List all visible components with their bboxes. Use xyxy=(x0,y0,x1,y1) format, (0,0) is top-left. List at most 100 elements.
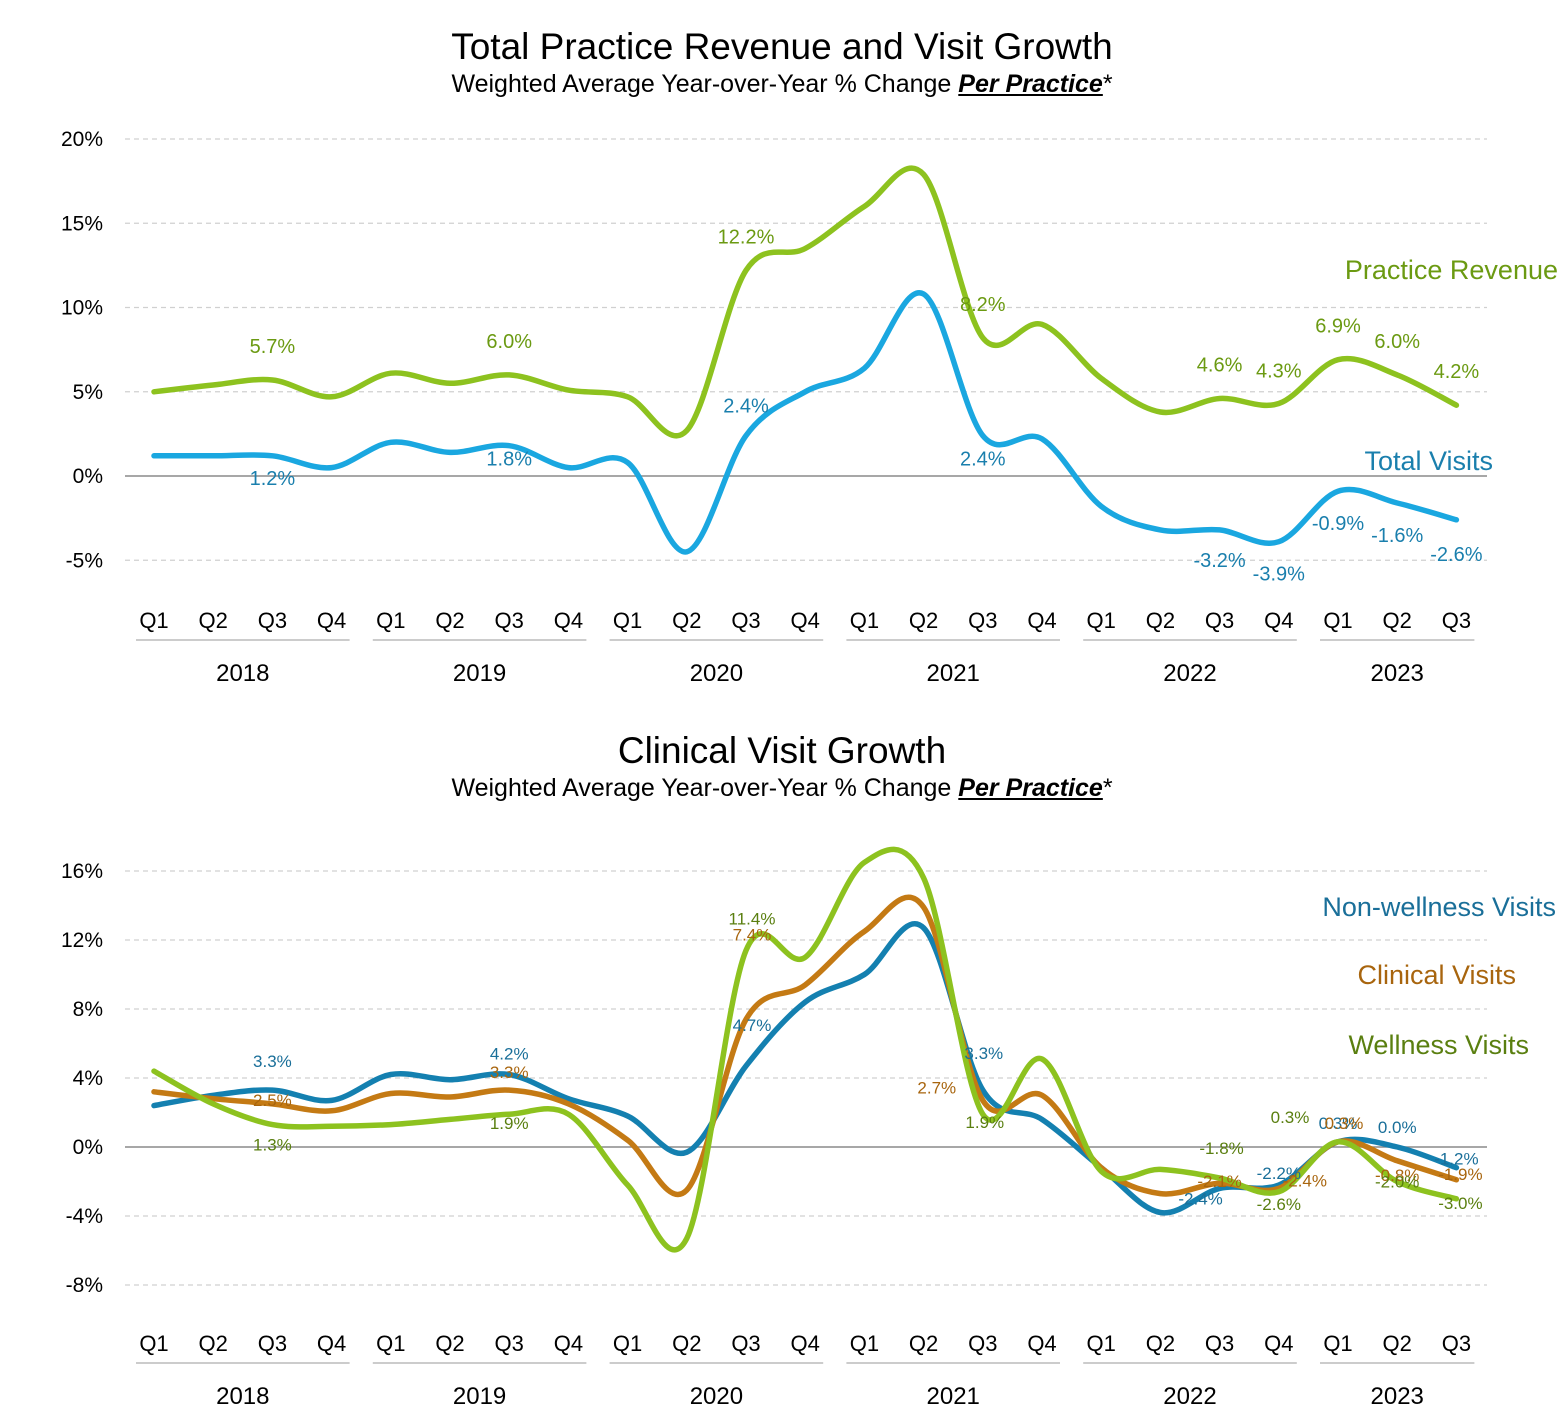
x-tick-label: Q2 xyxy=(1383,608,1412,633)
clinical-visits-data-label: -1.9% xyxy=(1438,1165,1482,1184)
y-tick-label: -8% xyxy=(66,1274,103,1297)
non-wellness-visits-data-label: -2.4% xyxy=(1178,1189,1222,1208)
year-label: 2021 xyxy=(927,660,980,687)
practice-revenue-data-label: 4.3% xyxy=(1256,361,1302,383)
non-wellness-visits-data-label: 3.3% xyxy=(964,1044,1003,1063)
total-visits-series-name: Total Visits xyxy=(1364,446,1493,476)
y-tick-label: 20% xyxy=(61,128,103,151)
x-tick-label: Q1 xyxy=(850,608,879,633)
total-visits-data-label: 2.4% xyxy=(960,449,1006,471)
total-visits-data-label: 1.8% xyxy=(486,449,532,471)
wellness-visits-data-label: 1.3% xyxy=(253,1136,292,1155)
wellness-visits-data-label: -2.0% xyxy=(1375,1173,1419,1192)
total-visits-data-label: -3.9% xyxy=(1253,564,1305,586)
x-tick-label: Q4 xyxy=(1264,1331,1293,1356)
x-tick-label: Q1 xyxy=(1323,608,1352,633)
total-visits-line xyxy=(151,290,1460,555)
x-tick-label: Q4 xyxy=(554,608,583,633)
x-tick-label: Q2 xyxy=(435,1331,464,1356)
y-tick-label: 5% xyxy=(73,381,103,404)
x-tick-label: Q1 xyxy=(139,1331,168,1356)
practice-revenue-data-label: 8.2% xyxy=(960,294,1006,316)
practice-revenue-line xyxy=(151,165,1460,439)
total-visits-data-label: 2.4% xyxy=(723,396,769,418)
wellness-visits-data-label: 0.3% xyxy=(1271,1108,1310,1127)
non-wellness-visits-line xyxy=(151,921,1460,1216)
practice-revenue-series-name: Practice Revenue xyxy=(1345,255,1558,285)
x-tick-label: Q1 xyxy=(139,608,168,633)
clinical-visits-data-label: 3.3% xyxy=(490,1063,529,1082)
year-label: 2019 xyxy=(453,660,506,687)
x-tick-label: Q3 xyxy=(731,608,760,633)
x-tick-label: Q1 xyxy=(613,608,642,633)
wellness-visits-data-label: -1.8% xyxy=(1199,1139,1243,1158)
x-tick-label: Q2 xyxy=(672,1331,701,1356)
x-tick-label: Q2 xyxy=(435,608,464,633)
non-wellness-visits-data-label: 0.3% xyxy=(1319,1114,1358,1133)
total-visits-data-label: -3.2% xyxy=(1193,550,1245,572)
chart-1-subtitle-prefix: Weighted Average Year-over-Year % Change xyxy=(451,70,959,98)
chart-2-title: Clinical Visit Growth xyxy=(617,730,947,771)
x-tick-label: Q4 xyxy=(554,1331,583,1356)
chart-2-subtitle-emphasis: Per Practice xyxy=(958,774,1103,802)
wellness-visits-data-label: 11.4% xyxy=(729,909,776,928)
x-tick-label: Q2 xyxy=(909,608,938,633)
year-label: 2018 xyxy=(216,1383,269,1410)
practice-revenue-data-label: 6.0% xyxy=(486,331,532,353)
clinical-visits-data-label: 0.3% xyxy=(1325,1114,1364,1133)
y-tick-label: 10% xyxy=(61,297,103,320)
x-tick-label: Q2 xyxy=(199,1331,228,1356)
x-tick-label: Q2 xyxy=(909,1331,938,1356)
total-visits-data-label: -2.6% xyxy=(1430,544,1482,566)
y-tick-label: 4% xyxy=(73,1067,103,1090)
wellness-visits-data-label: -2.6% xyxy=(1257,1195,1301,1214)
non-wellness-visits-series-name: Non-wellness Visits xyxy=(1322,892,1556,922)
year-label: 2019 xyxy=(453,1383,506,1410)
x-tick-label: Q1 xyxy=(376,1331,405,1356)
x-tick-label: Q3 xyxy=(731,1331,760,1356)
chart-2-subtitle-prefix: Weighted Average Year-over-Year % Change xyxy=(451,774,959,802)
non-wellness-visits-data-label: 3.3% xyxy=(253,1052,292,1071)
wellness-visits-data-label: -3.0% xyxy=(1438,1194,1482,1213)
x-tick-label: Q1 xyxy=(376,608,405,633)
x-tick-label: Q3 xyxy=(1205,1331,1234,1356)
chart-2-subtitle: Weighted Average Year-over-Year % Change… xyxy=(0,772,1564,804)
chart-2-heading: Clinical Visit Growth Weighted Average Y… xyxy=(0,730,1564,804)
x-tick-label: Q3 xyxy=(495,608,524,633)
year-label: 2020 xyxy=(690,1383,743,1410)
x-tick-label: Q2 xyxy=(199,608,228,633)
x-tick-label: Q3 xyxy=(1205,608,1234,633)
x-tick-label: Q3 xyxy=(1442,1331,1471,1356)
practice-revenue-data-label: 4.2% xyxy=(1434,361,1480,383)
chart-1-heading: Total Practice Revenue and Visit Growth … xyxy=(0,26,1564,100)
x-tick-label: Q2 xyxy=(1146,1331,1175,1356)
x-tick-label: Q1 xyxy=(850,1331,879,1356)
non-wellness-visits-data-label: 4.2% xyxy=(490,1045,529,1064)
x-tick-label: Q4 xyxy=(1264,608,1293,633)
total-visits-data-label: 1.2% xyxy=(250,468,296,490)
clinical-visits-data-label: 7.4% xyxy=(733,925,772,944)
year-label: 2021 xyxy=(927,1383,980,1410)
y-tick-label: 12% xyxy=(61,929,103,952)
non-wellness-visits-data-label: 4.7% xyxy=(733,1016,772,1035)
x-tick-label: Q4 xyxy=(791,1331,820,1356)
x-tick-label: Q1 xyxy=(613,1331,642,1356)
total-visits-data-label: -1.6% xyxy=(1371,525,1423,547)
year-label: 2023 xyxy=(1371,660,1424,687)
x-tick-label: Q1 xyxy=(1323,1331,1352,1356)
x-tick-label: Q3 xyxy=(258,1331,287,1356)
clinical-visits-data-label: -2.4% xyxy=(1283,1171,1327,1190)
non-wellness-visits-data-label: 0.0% xyxy=(1378,1118,1417,1137)
non-wellness-visits-data-label: -2.2% xyxy=(1257,1164,1301,1183)
y-tick-label: -5% xyxy=(66,549,103,572)
x-tick-label: Q1 xyxy=(1087,1331,1116,1356)
total-visits-data-label: -0.9% xyxy=(1312,513,1364,535)
x-tick-label: Q4 xyxy=(317,608,346,633)
wellness-visits-data-label: 1.9% xyxy=(965,1113,1004,1132)
clinical-visits-data-label: 2.7% xyxy=(917,1078,956,1097)
clinical-visits-data-label: -0.8% xyxy=(1375,1166,1419,1185)
practice-revenue-data-label: 5.7% xyxy=(250,336,296,358)
chart-1-title: Total Practice Revenue and Visit Growth xyxy=(451,26,1113,67)
chart-1-subtitle-emphasis: Per Practice xyxy=(958,70,1103,98)
